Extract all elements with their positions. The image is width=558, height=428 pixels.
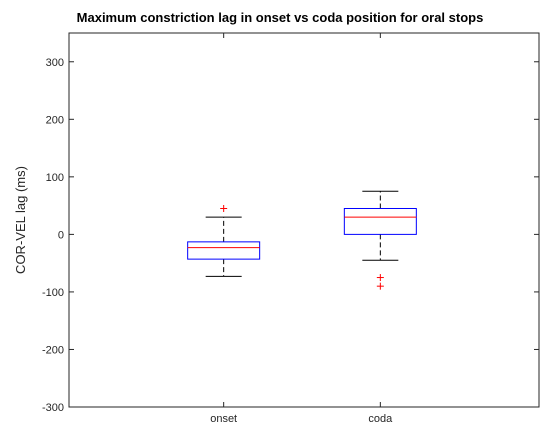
y-tick-label: -200 xyxy=(42,344,64,356)
y-axis-ticks: -300 -200 -100 0 100 200 300 xyxy=(42,57,539,414)
plot-frame xyxy=(68,32,540,408)
outlier-marker xyxy=(220,204,228,212)
y-tick-label: -100 xyxy=(42,287,64,299)
y-axis-label: COR-VEL lag (ms) xyxy=(13,166,28,274)
outlier-marker xyxy=(376,282,384,290)
outlier-marker xyxy=(376,274,384,282)
chart-title: Maximum constriction lag in onset vs cod… xyxy=(77,10,484,25)
x-axis-ticks: onset coda xyxy=(210,33,393,425)
y-tick-label: 100 xyxy=(46,172,64,184)
x-tick-label: onset xyxy=(210,413,237,425)
box-iqr xyxy=(343,207,417,235)
box-onset xyxy=(187,204,261,277)
y-tick-label: 300 xyxy=(46,57,64,69)
box-coda xyxy=(343,190,417,290)
y-tick-label: -300 xyxy=(42,402,64,414)
plot-area: -300 -200 -100 0 100 200 300 onset coda xyxy=(42,32,540,425)
box-iqr xyxy=(187,241,261,260)
x-tick-label: coda xyxy=(368,413,393,425)
y-tick-label: 200 xyxy=(46,114,64,126)
boxes-layer xyxy=(187,190,417,290)
y-tick-label: 0 xyxy=(58,229,64,241)
